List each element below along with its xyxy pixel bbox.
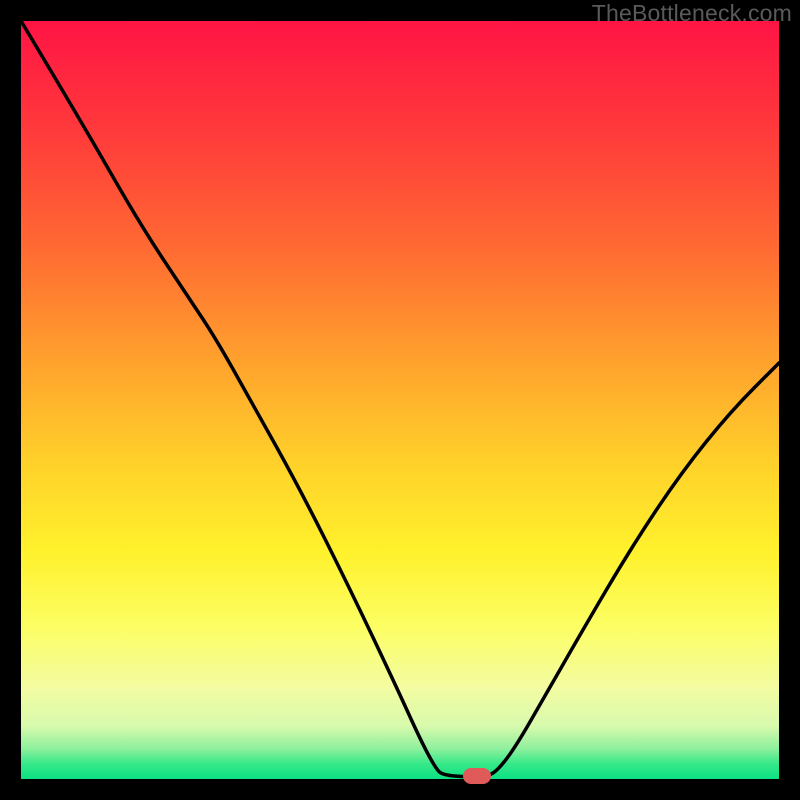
bottleneck-curve bbox=[21, 21, 779, 779]
watermark-text: TheBottleneck.com bbox=[592, 0, 792, 27]
optimal-marker bbox=[463, 768, 491, 784]
